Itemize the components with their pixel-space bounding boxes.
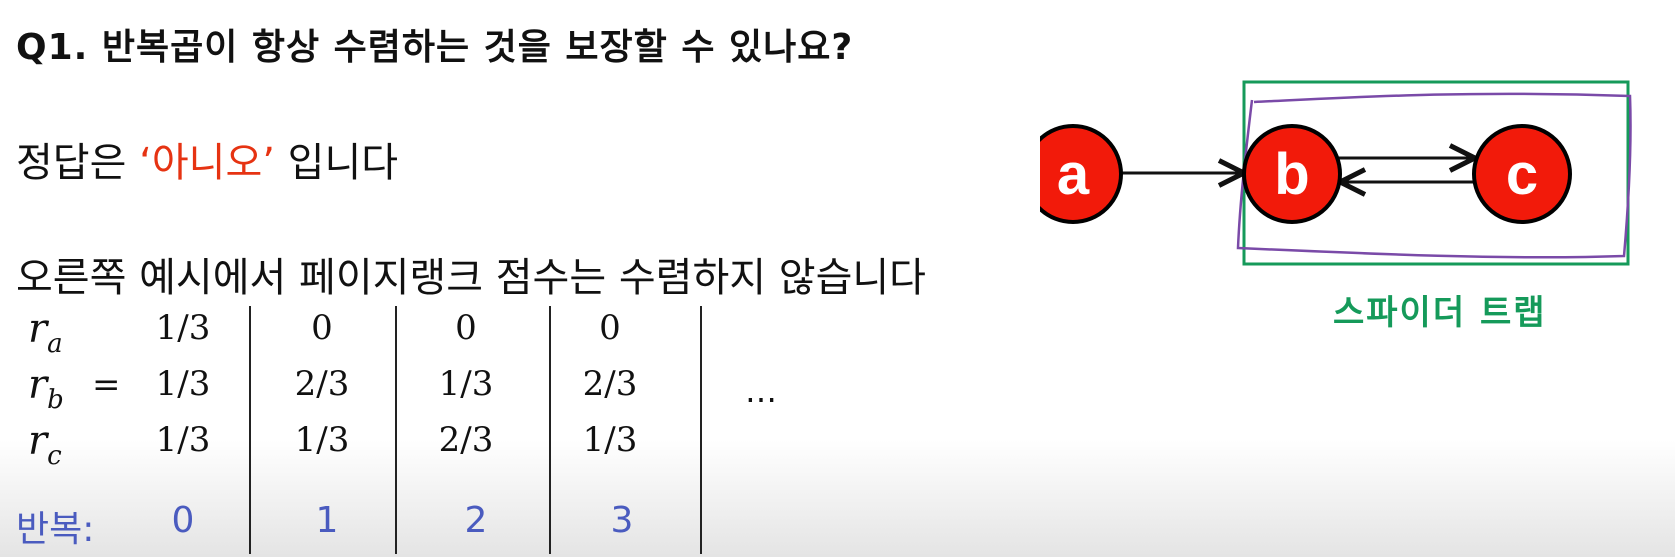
iteration-0: 0 [171, 500, 195, 541]
var-rc: rc [28, 418, 62, 471]
question-heading: Q1. 반복곱이 항상 수렴하는 것을 보장할 수 있나요? [16, 27, 854, 68]
cell-rc-3: 1/3 [582, 420, 638, 460]
cell-rb-3: 2/3 [582, 364, 638, 404]
var-ra: ra [28, 306, 63, 359]
cell-rb-1: 2/3 [294, 364, 350, 404]
var-rb: rb [28, 362, 64, 415]
column-divider [395, 306, 397, 554]
node-b-label: b [1274, 142, 1309, 207]
node-c-label: c [1506, 142, 1538, 207]
scribble-outline [1236, 92, 1632, 259]
example-description: 오른쪽 예시에서 페이지랭크 점수는 수렴하지 않습니다 [16, 255, 926, 301]
cell-rc-2: 2/3 [438, 420, 494, 460]
spider-trap-graph: a b c [1040, 80, 1632, 266]
node-a-label: a [1057, 142, 1090, 207]
node-c: c [1472, 124, 1572, 224]
cell-ra-3: 0 [599, 308, 621, 348]
equals-sign: = [92, 365, 121, 405]
iteration-3: 3 [610, 500, 634, 541]
answer-line: 정답은 ‘아니오’ 입니다 [16, 130, 398, 188]
node-b: b [1242, 124, 1342, 224]
bottom-fade [0, 440, 1675, 557]
cell-ra-2: 0 [455, 308, 477, 348]
iteration-2: 2 [464, 500, 488, 541]
spider-trap-label: 스파이더 트랩 [1333, 293, 1547, 333]
column-divider [249, 306, 251, 554]
node-a: a [1040, 124, 1123, 224]
answer-prefix: 정답은 [16, 140, 140, 186]
ellipsis: … [745, 372, 777, 410]
cell-ra-0: 1/3 [155, 308, 211, 348]
answer-suffix: 입니다 [274, 140, 399, 186]
cell-ra-1: 0 [311, 308, 333, 348]
column-divider [549, 306, 551, 554]
column-divider [700, 306, 702, 554]
answer-highlight: ‘아니오’ [139, 140, 275, 186]
iteration-label: 반복: [16, 509, 95, 550]
iteration-1: 1 [315, 500, 339, 541]
cell-rb-0: 1/3 [155, 364, 211, 404]
cell-rc-1: 1/3 [294, 420, 350, 460]
cell-rb-2: 1/3 [438, 364, 494, 404]
cell-rc-0: 1/3 [155, 420, 211, 460]
